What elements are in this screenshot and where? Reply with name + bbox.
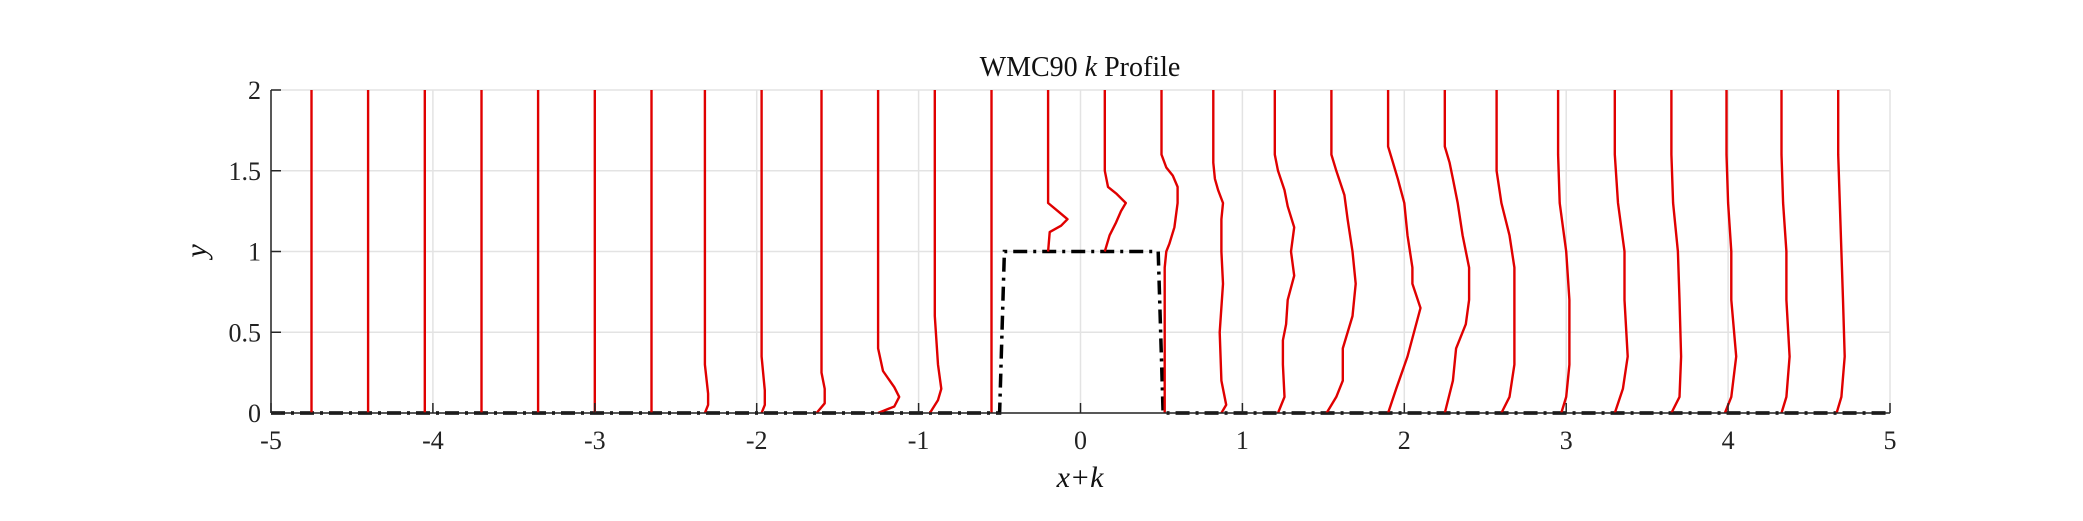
profile-line-22 (1495, 90, 1516, 414)
y-tick-label: 1.5 (229, 157, 262, 186)
profile-line-11 (876, 90, 901, 415)
x-tick-label: -3 (584, 426, 606, 455)
profile-line-19 (1325, 90, 1357, 414)
x-tick-label: -5 (260, 426, 282, 455)
axes (270, 89, 1891, 414)
profile-line-21 (1443, 90, 1471, 414)
profile-line-10 (815, 90, 826, 414)
x-tick-label: -4 (422, 426, 444, 455)
profile-line-18 (1273, 90, 1296, 414)
profile-line-26 (1723, 90, 1738, 414)
profile-line-23 (1556, 90, 1571, 414)
x-tick-label: -1 (908, 426, 930, 455)
x-tick-label: 1 (1236, 426, 1249, 455)
x-axis-label: x+k (1056, 461, 1105, 494)
profile-line-28 (1835, 90, 1846, 414)
profile-line-27 (1780, 90, 1791, 414)
chart-title: WMC90 k Profile (980, 52, 1181, 83)
profile-line-24 (1613, 90, 1629, 414)
y-tick-label: 1 (248, 238, 261, 267)
profile-line-17 (1212, 90, 1228, 414)
x-tick-label: 5 (1884, 426, 1897, 455)
profile-line-12 (928, 90, 943, 414)
x-tick-label: 2 (1398, 426, 1411, 455)
x-tick-label: -2 (746, 426, 768, 455)
y-tick-label: 0.5 (229, 318, 262, 347)
y-tick-label: 2 (248, 76, 261, 105)
profile-line-16 (1160, 90, 1179, 413)
y-axis-label: y (180, 244, 213, 261)
x-tick-label: 0 (1074, 426, 1087, 455)
profile-line-25 (1670, 90, 1683, 414)
profile-line-15 (1103, 90, 1128, 252)
profile-line-20 (1386, 90, 1422, 414)
profile-line-14 (1046, 90, 1069, 252)
profile-lines (310, 90, 1846, 415)
x-tick-label: 3 (1560, 426, 1573, 455)
tick-labels: -5 -4 -3 -2 -1 0 1 2 3 4 5 0 0.5 1 1.5 2 (229, 76, 1897, 455)
x-tick-label: 4 (1722, 426, 1735, 455)
y-tick-label: 0 (248, 399, 261, 428)
profile-line-9 (760, 90, 766, 414)
profile-line-8 (703, 90, 710, 414)
